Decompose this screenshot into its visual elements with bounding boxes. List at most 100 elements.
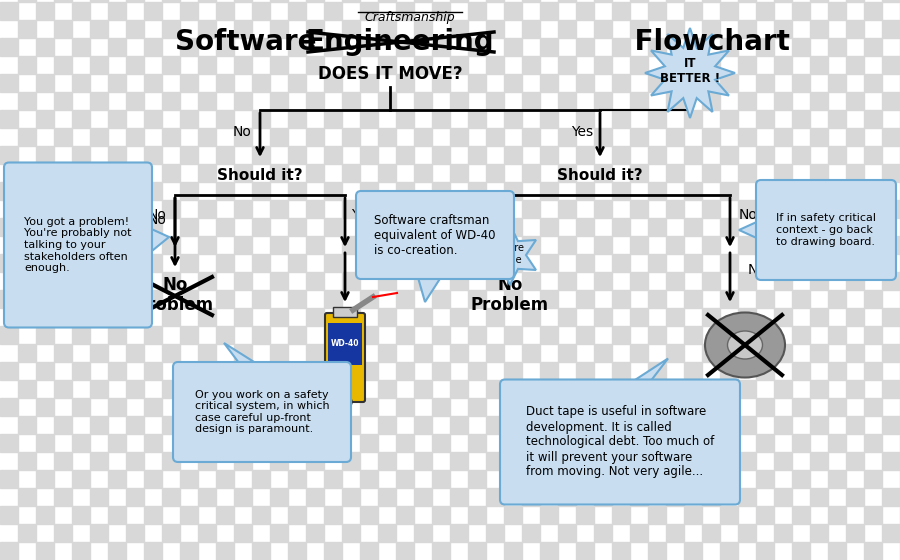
Bar — [882, 416, 900, 434]
Bar — [450, 236, 468, 254]
Bar — [702, 380, 720, 398]
Bar — [378, 308, 396, 326]
Bar — [108, 398, 126, 416]
Bar — [328, 323, 362, 365]
Polygon shape — [628, 358, 668, 385]
Text: No: No — [748, 263, 767, 277]
Bar — [54, 344, 72, 362]
Bar — [522, 164, 540, 182]
Bar — [108, 38, 126, 56]
Bar — [72, 290, 90, 308]
Bar — [774, 344, 792, 362]
Bar — [540, 470, 558, 488]
Bar — [540, 146, 558, 164]
Bar — [522, 236, 540, 254]
Bar — [576, 146, 594, 164]
Bar — [36, 218, 54, 236]
Bar — [0, 434, 18, 452]
Bar — [828, 470, 846, 488]
Bar — [108, 182, 126, 200]
Bar — [792, 182, 810, 200]
Bar — [522, 0, 540, 2]
Bar — [846, 416, 864, 434]
Bar — [702, 524, 720, 542]
Bar — [126, 380, 144, 398]
Bar — [72, 218, 90, 236]
Bar — [738, 236, 756, 254]
Bar — [450, 488, 468, 506]
Bar — [648, 254, 666, 272]
Bar — [414, 452, 432, 470]
Text: Craftsmanship: Craftsmanship — [364, 11, 455, 24]
Bar — [90, 380, 108, 398]
Bar — [504, 218, 522, 236]
Bar — [810, 488, 828, 506]
Bar — [234, 416, 252, 434]
Bar — [180, 74, 198, 92]
Bar — [342, 20, 360, 38]
Bar — [396, 110, 414, 128]
Bar — [432, 290, 450, 308]
Bar — [270, 488, 288, 506]
Bar — [432, 74, 450, 92]
Bar — [360, 326, 378, 344]
Bar — [414, 344, 432, 362]
Bar — [684, 74, 702, 92]
Bar — [360, 218, 378, 236]
Bar — [612, 110, 630, 128]
Bar — [252, 254, 270, 272]
Bar — [810, 452, 828, 470]
Bar — [666, 380, 684, 398]
Bar — [324, 218, 342, 236]
Bar — [90, 236, 108, 254]
Bar — [54, 92, 72, 110]
Bar — [702, 236, 720, 254]
Bar — [594, 0, 612, 2]
Bar — [882, 524, 900, 542]
Bar — [648, 110, 666, 128]
Bar — [234, 128, 252, 146]
Bar — [108, 146, 126, 164]
Bar — [756, 290, 774, 308]
Bar — [558, 416, 576, 434]
Bar — [864, 2, 882, 20]
Bar — [0, 38, 18, 56]
Bar — [162, 56, 180, 74]
Bar — [810, 20, 828, 38]
Bar — [36, 434, 54, 452]
Bar — [252, 506, 270, 524]
Bar — [486, 92, 504, 110]
Bar — [468, 254, 486, 272]
Bar — [324, 110, 342, 128]
Bar — [270, 380, 288, 398]
Text: WD-40: WD-40 — [331, 339, 359, 348]
Bar — [288, 2, 306, 20]
Bar — [72, 74, 90, 92]
FancyBboxPatch shape — [356, 191, 514, 279]
Bar — [522, 308, 540, 326]
Bar — [576, 110, 594, 128]
Bar — [90, 128, 108, 146]
Bar — [162, 308, 180, 326]
Bar — [522, 272, 540, 290]
Bar — [702, 200, 720, 218]
Bar — [630, 488, 648, 506]
Bar — [486, 164, 504, 182]
Bar — [666, 272, 684, 290]
Bar — [180, 146, 198, 164]
Bar — [108, 362, 126, 380]
Bar — [612, 146, 630, 164]
Text: No: No — [148, 213, 166, 227]
Bar — [396, 434, 414, 452]
Bar — [252, 326, 270, 344]
Bar — [180, 434, 198, 452]
Bar — [198, 236, 216, 254]
Bar — [504, 434, 522, 452]
Bar — [504, 254, 522, 272]
Bar — [288, 38, 306, 56]
Bar — [486, 56, 504, 74]
Bar — [558, 56, 576, 74]
Bar — [720, 74, 738, 92]
Bar — [756, 542, 774, 560]
Bar — [684, 218, 702, 236]
